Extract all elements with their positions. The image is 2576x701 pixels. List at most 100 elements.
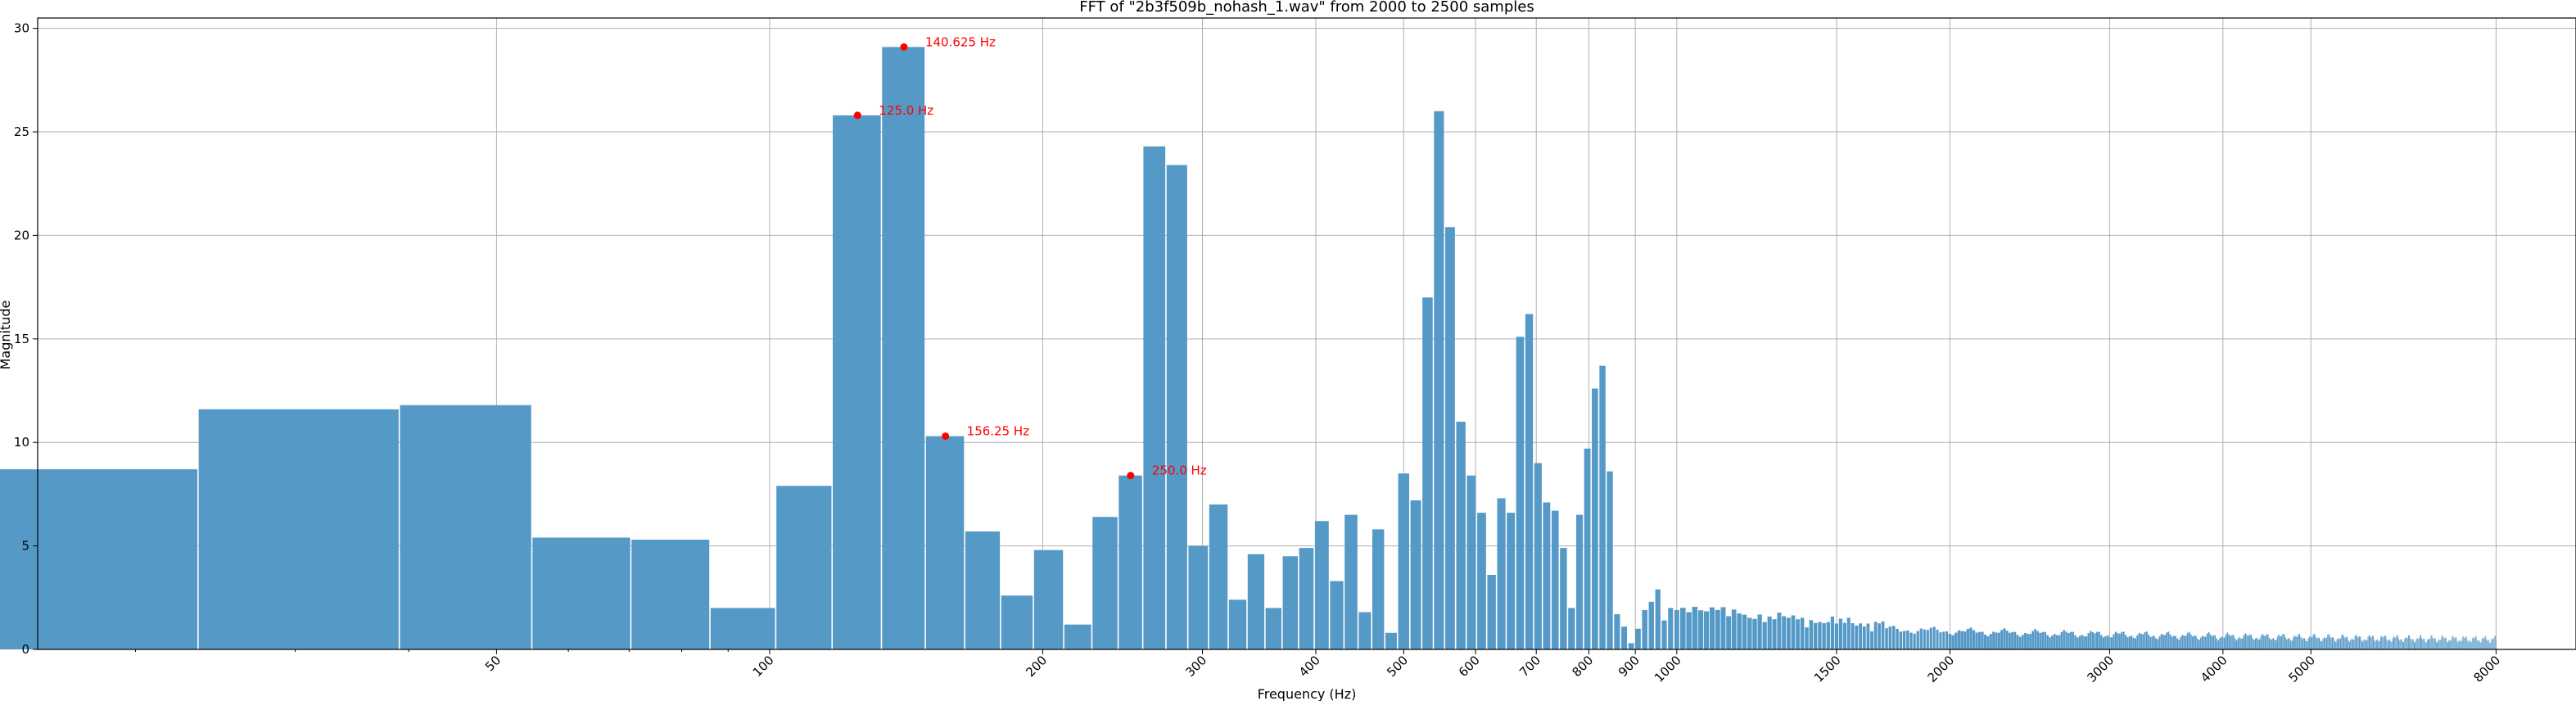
- fft-bar-tail: [2013, 631, 2017, 649]
- fft-bar-tail: [2327, 635, 2329, 649]
- fft-bar-tail: [2231, 635, 2233, 649]
- fft-bar: [882, 47, 925, 650]
- fft-bar-tail: [1822, 622, 1826, 649]
- fft-bar-tail: [2432, 637, 2434, 649]
- fft-bar-tail: [2339, 638, 2341, 649]
- fft-bar: [1599, 365, 1606, 649]
- fft-bar-tail: [2403, 641, 2404, 649]
- fft-bar-tail: [2098, 631, 2100, 649]
- fft-bar: [1166, 165, 1187, 649]
- fft-bar: [1143, 146, 1166, 649]
- fft-bar-tail: [2405, 636, 2407, 649]
- fft-bar-tail: [1777, 613, 1782, 649]
- fft-bar-tail: [2223, 637, 2226, 649]
- fft-bar-tail: [2108, 636, 2111, 649]
- fft-bar-tail: [2379, 640, 2380, 649]
- fft-bar: [1064, 624, 1091, 649]
- fft-bar-tail: [2294, 635, 2295, 649]
- fft-bar-tail: [2456, 637, 2457, 649]
- fft-bar-tail: [2373, 635, 2375, 649]
- fft-bar-tail: [2268, 637, 2271, 649]
- fft-bar-tail: [2417, 639, 2419, 649]
- fft-bar-tail: [2488, 640, 2489, 649]
- fft-bar: [1592, 388, 1598, 649]
- fft-bar-tail: [1926, 630, 1929, 649]
- fft-bar-tail: [2398, 638, 2400, 649]
- fft-bar-tail: [2131, 635, 2133, 649]
- fft-bar-tail: [1679, 608, 1686, 649]
- fft-bar-tail: [2491, 639, 2492, 649]
- fft-bar-tail: [2274, 640, 2275, 649]
- fft-bar-tail: [2385, 635, 2387, 649]
- fft-bar: [1607, 471, 1613, 649]
- fft-bar-tail: [1813, 622, 1818, 649]
- fft-bar-tail: [2068, 633, 2070, 649]
- fft-bar-tail: [2060, 631, 2063, 649]
- y-tick-label: 0: [21, 642, 29, 657]
- peak-marker: [900, 43, 908, 51]
- fft-bar-tail: [2293, 637, 2294, 649]
- peak-marker: [853, 111, 861, 120]
- fft-bar-tail: [2018, 636, 2022, 649]
- fft-bar-tail: [1997, 632, 2000, 649]
- fft-bar-tail: [2394, 637, 2396, 649]
- fft-bar-tail: [1881, 621, 1885, 649]
- fft-bar-tail: [1800, 617, 1805, 649]
- fft-bar-tail: [2360, 636, 2361, 649]
- fft-bar-tail: [2304, 638, 2306, 649]
- fft-bar-tail: [1986, 635, 1990, 649]
- y-tick-label: 10: [14, 435, 29, 450]
- fft-bar-tail: [2429, 639, 2431, 649]
- fft-bar-tail: [2474, 638, 2475, 649]
- fft-bar-tail: [2169, 634, 2172, 649]
- fft-bar-tail: [2381, 635, 2383, 649]
- fft-bar-tail: [2386, 639, 2388, 649]
- fft-bar-tail: [2439, 640, 2441, 649]
- fft-bar: [631, 540, 710, 649]
- fft-bar-tail: [2065, 631, 2068, 649]
- fft-bar-tail: [1957, 630, 1961, 649]
- fft-bar: [1385, 632, 1397, 649]
- fft-bar-tail: [2136, 635, 2139, 649]
- fft-bar-tail: [2126, 637, 2129, 649]
- fft-bar-tail: [1896, 628, 1899, 649]
- fft-bar-tail: [2407, 637, 2408, 649]
- fft-bar-tail: [1977, 631, 1982, 649]
- fft-bar: [1456, 421, 1466, 649]
- fft-bar-tail: [2483, 638, 2484, 649]
- fft-bar: [1614, 614, 1620, 649]
- peak-label: 125.0 Hz: [879, 103, 933, 118]
- fft-bar-tail: [1805, 627, 1809, 649]
- fft-bar-tail: [1951, 635, 1955, 649]
- peak-marker: [942, 432, 950, 441]
- fft-bar-tail: [1936, 629, 1939, 649]
- fft-bar-tail: [2370, 637, 2372, 649]
- fft-bar-tail: [2375, 640, 2377, 649]
- fft-bar-tail: [1826, 622, 1830, 649]
- fft-bar-tail: [2420, 635, 2421, 649]
- fft-bar-tail: [2175, 635, 2176, 649]
- fft-bar-tail: [2058, 635, 2061, 649]
- peak-marker: [1127, 472, 1135, 480]
- fft-bar-tail: [2283, 634, 2285, 649]
- fft-bar-tail: [2348, 641, 2350, 649]
- fft-bar-tail: [2158, 635, 2161, 649]
- fft-bar-tail: [2467, 641, 2469, 649]
- fft-bar-tail: [1923, 629, 1926, 649]
- fft-bar: [1265, 608, 1281, 649]
- fft-bar-tail: [2485, 635, 2487, 649]
- fft-bar-tail: [2176, 638, 2179, 649]
- fft-bar-tail: [2378, 640, 2379, 649]
- fft-bar-tail: [1913, 633, 1916, 649]
- fft-bar-tail: [2253, 640, 2255, 649]
- fft-bar-tail: [1975, 632, 1978, 649]
- fft-bar-tail: [2409, 635, 2411, 649]
- fft-bar-tail: [1747, 617, 1752, 649]
- fft-bar-tail: [2104, 635, 2107, 649]
- fft-bar-tail: [2458, 640, 2460, 649]
- fft-bar: [1628, 643, 1634, 649]
- fft-bar-tail: [2034, 629, 2037, 649]
- fft-bar-tail: [2190, 634, 2192, 649]
- fft-bar-tail: [2206, 633, 2208, 649]
- fft-bar-tail: [2185, 635, 2187, 649]
